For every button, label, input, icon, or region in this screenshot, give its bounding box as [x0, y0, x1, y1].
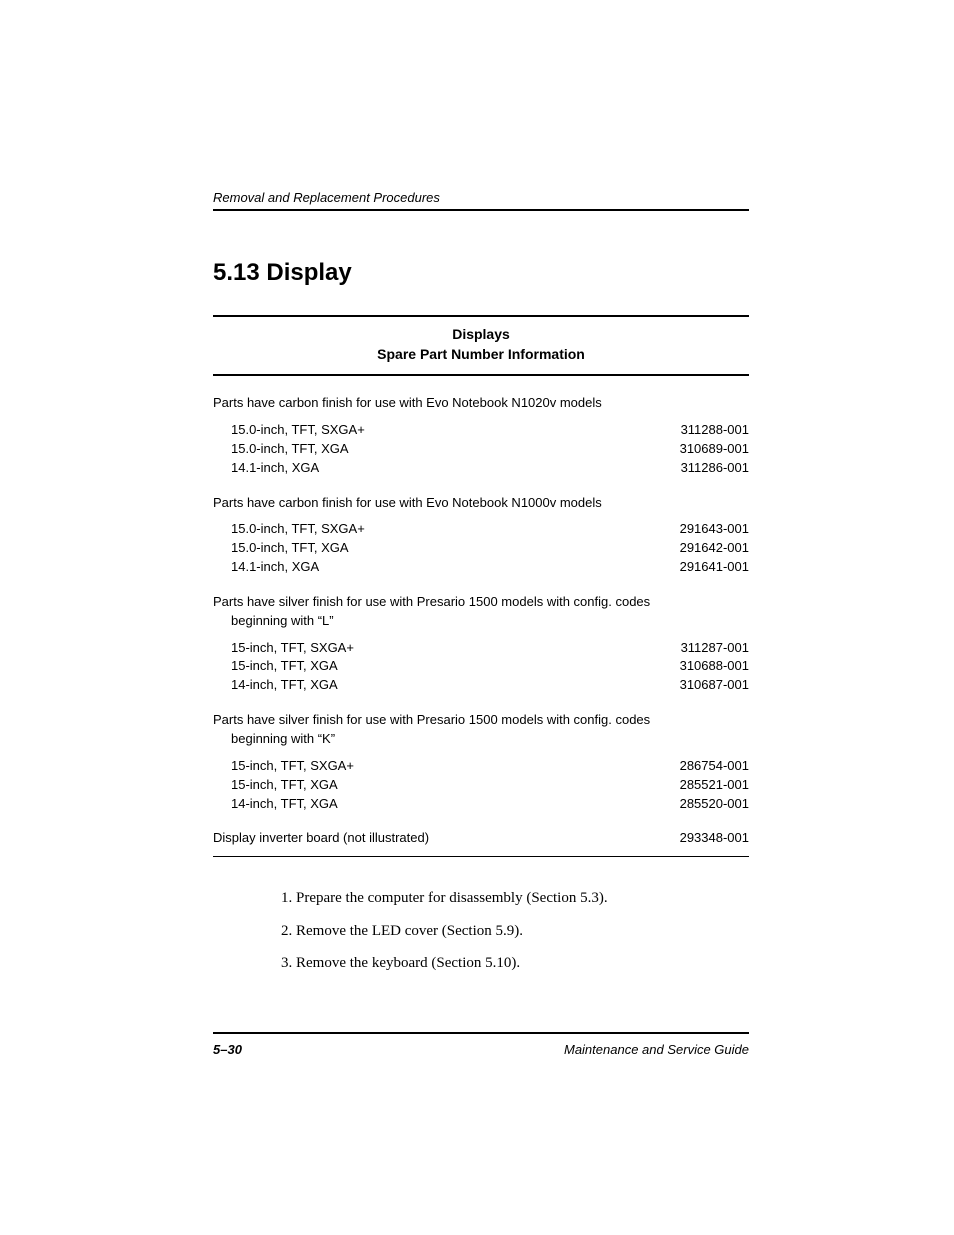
row-value: 311288-001 [649, 421, 749, 440]
row-label: 15-inch, TFT, XGA [231, 776, 649, 795]
table-row: 15.0-inch, TFT, SXGA+291643-001 [231, 520, 749, 539]
doc-title: Maintenance and Service Guide [564, 1042, 749, 1057]
row-value: 291642-001 [649, 539, 749, 558]
step-item: 2. Remove the LED cover (Section 5.9). [281, 920, 749, 943]
group-heading-text: Parts have carbon finish for use with Ev… [213, 495, 602, 510]
row-value: 311286-001 [649, 459, 749, 478]
table-title-line1: Displays [452, 326, 510, 342]
table-title: Displays Spare Part Number Information [213, 317, 749, 376]
running-header: Removal and Replacement Procedures [213, 190, 749, 211]
table-title-line2: Spare Part Number Information [377, 346, 585, 362]
row-label: Display inverter board (not illustrated) [213, 829, 649, 848]
group-heading: Parts have carbon finish for use with Ev… [213, 388, 749, 421]
page-footer: 5–30 Maintenance and Service Guide [213, 1032, 749, 1057]
row-label: 15-inch, TFT, SXGA+ [231, 639, 649, 658]
group-heading-text: Parts have carbon finish for use with Ev… [213, 395, 602, 410]
row-value: 286754-001 [649, 757, 749, 776]
table-row: Display inverter board (not illustrated)… [213, 823, 749, 857]
group-heading-text: Parts have silver finish for use with Pr… [213, 593, 749, 631]
row-label: 15-inch, TFT, XGA [231, 657, 649, 676]
procedure-steps: 1. Prepare the computer for disassembly … [213, 887, 749, 975]
step-item: 3. Remove the keyboard (Section 5.10). [281, 952, 749, 975]
row-value: 285521-001 [649, 776, 749, 795]
table-row: 14.1-inch, XGA311286-001 [231, 459, 749, 478]
table-row: 14.1-inch, XGA291641-001 [231, 558, 749, 577]
table-body: Parts have carbon finish for use with Ev… [213, 376, 749, 865]
table-group: Parts have carbon finish for use with Ev… [213, 488, 749, 587]
row-label: 14-inch, TFT, XGA [231, 676, 649, 695]
row-value: 310688-001 [649, 657, 749, 676]
table-row: 15.0-inch, TFT, XGA291642-001 [231, 539, 749, 558]
group-heading-text: Parts have silver finish for use with Pr… [213, 711, 749, 749]
group-heading: Parts have silver finish for use with Pr… [213, 587, 749, 639]
row-value: 285520-001 [649, 795, 749, 814]
group-heading: Parts have carbon finish for use with Ev… [213, 488, 749, 521]
page-number: 5–30 [213, 1042, 242, 1057]
row-label: 14-inch, TFT, XGA [231, 795, 649, 814]
table-row: 14-inch, TFT, XGA310687-001 [231, 676, 749, 695]
table-row: 15-inch, TFT, XGA285521-001 [231, 776, 749, 795]
table-row: 15.0-inch, TFT, SXGA+311288-001 [231, 421, 749, 440]
table-row: 15-inch, TFT, SXGA+311287-001 [231, 639, 749, 658]
group-rows: 15-inch, TFT, SXGA+286754-001 15-inch, T… [213, 757, 749, 824]
row-value: 310689-001 [649, 440, 749, 459]
section-title: 5.13 Display [213, 259, 749, 287]
table-group: Parts have silver finish for use with Pr… [213, 705, 749, 823]
row-label: 15.0-inch, TFT, SXGA+ [231, 421, 649, 440]
row-label: 15.0-inch, TFT, XGA [231, 539, 649, 558]
table-group: Parts have silver finish for use with Pr… [213, 587, 749, 705]
table-group: Parts have carbon finish for use with Ev… [213, 388, 749, 487]
row-label: 14.1-inch, XGA [231, 558, 649, 577]
group-rows: 15.0-inch, TFT, SXGA+311288-001 15.0-inc… [213, 421, 749, 488]
row-value: 291641-001 [649, 558, 749, 577]
group-rows: 15.0-inch, TFT, SXGA+291643-001 15.0-inc… [213, 520, 749, 587]
group-rows: 15-inch, TFT, SXGA+311287-001 15-inch, T… [213, 639, 749, 706]
table-row: 15.0-inch, TFT, XGA310689-001 [231, 440, 749, 459]
row-value: 310687-001 [649, 676, 749, 695]
parts-table: Displays Spare Part Number Information P… [213, 315, 749, 865]
table-row: 15-inch, TFT, SXGA+286754-001 [231, 757, 749, 776]
group-heading: Parts have silver finish for use with Pr… [213, 705, 749, 757]
table-row: 15-inch, TFT, XGA310688-001 [231, 657, 749, 676]
row-value: 291643-001 [649, 520, 749, 539]
row-label: 15-inch, TFT, SXGA+ [231, 757, 649, 776]
row-value: 293348-001 [649, 829, 749, 848]
step-item: 1. Prepare the computer for disassembly … [281, 887, 749, 910]
row-label: 15.0-inch, TFT, XGA [231, 440, 649, 459]
table-row: 14-inch, TFT, XGA285520-001 [231, 795, 749, 814]
row-label: 14.1-inch, XGA [231, 459, 649, 478]
row-value: 311287-001 [649, 639, 749, 658]
row-label: 15.0-inch, TFT, SXGA+ [231, 520, 649, 539]
